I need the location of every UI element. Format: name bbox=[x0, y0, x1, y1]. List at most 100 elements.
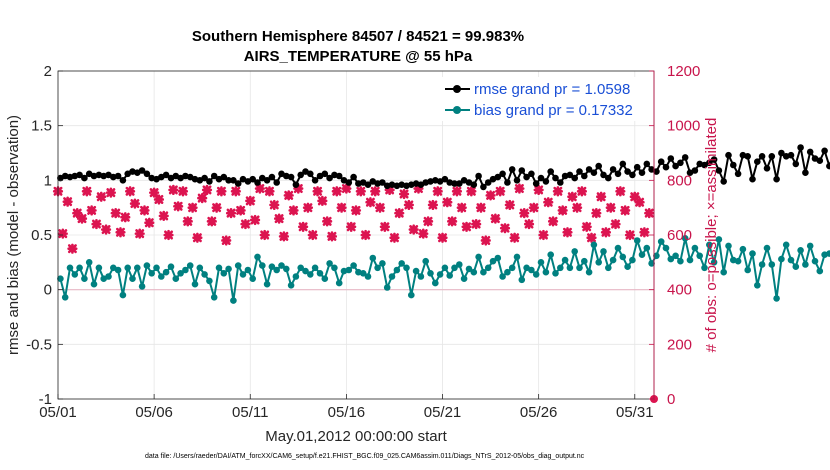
rmse-point bbox=[138, 167, 146, 174]
obs-assimilated-point bbox=[192, 232, 203, 243]
rmse-point bbox=[585, 166, 593, 173]
y-tick-label: 1.5 bbox=[31, 118, 52, 135]
obs-assimilated-point bbox=[283, 190, 294, 201]
obs-assimilated-point bbox=[57, 228, 68, 239]
rmse-point bbox=[706, 159, 713, 167]
obs-assimilated-point bbox=[302, 202, 314, 213]
obs-assimilated-point bbox=[581, 221, 592, 232]
rmse-point bbox=[201, 174, 208, 182]
bias-point bbox=[307, 271, 314, 278]
obs-assimilated-point bbox=[245, 195, 256, 206]
bias-point bbox=[480, 268, 487, 276]
obs-assimilated-point bbox=[115, 227, 126, 238]
bias-point bbox=[379, 260, 386, 267]
obs-assimilated-point bbox=[331, 186, 342, 197]
rmse-point bbox=[321, 170, 329, 178]
bias-point bbox=[408, 291, 415, 299]
bias-point bbox=[816, 267, 824, 275]
rmse-point bbox=[638, 169, 646, 176]
bias-point bbox=[715, 236, 723, 243]
rmse-point bbox=[537, 174, 545, 182]
rmse-point bbox=[119, 177, 127, 184]
rmse-point bbox=[499, 170, 506, 178]
rmse-point bbox=[518, 167, 526, 174]
bias-point bbox=[508, 264, 516, 272]
legend-bias-label: bias grand pr = 0.17332 bbox=[474, 102, 633, 119]
rmse-point bbox=[552, 174, 559, 182]
bias-point bbox=[182, 266, 189, 274]
chart-subtitle: AIRS_TEMPERATURE @ 55 hPa bbox=[244, 48, 473, 65]
bias-point bbox=[287, 282, 295, 289]
obs-assimilated-point bbox=[230, 186, 241, 197]
y-axis-right: 0 200 400 600 800 1000 1200 bbox=[649, 63, 700, 408]
obs-assimilated-point bbox=[620, 205, 631, 216]
obs-assimilated-point bbox=[456, 202, 467, 213]
rmse-point bbox=[81, 174, 88, 182]
obs-assimilated-point bbox=[629, 191, 640, 202]
rmse-point bbox=[249, 175, 256, 183]
y-right-tick-label: 400 bbox=[667, 282, 692, 299]
obs-assimilated-point bbox=[120, 212, 131, 223]
bias-point bbox=[528, 266, 535, 274]
obs-assimilated-point bbox=[538, 229, 549, 241]
bias-point bbox=[629, 256, 636, 264]
obs-assimilated-point bbox=[624, 229, 636, 241]
rmse-point bbox=[297, 171, 305, 179]
bias-point bbox=[95, 264, 103, 272]
obs-assimilated-point bbox=[67, 243, 78, 254]
bias-point bbox=[398, 260, 406, 267]
bias-point bbox=[782, 241, 790, 249]
bias-point bbox=[234, 262, 242, 269]
obs-assimilated-point bbox=[610, 218, 621, 230]
x-tick-label: 05/06 bbox=[135, 404, 173, 421]
obs-assimilated-point bbox=[605, 202, 616, 213]
obs-assimilated-point bbox=[221, 235, 232, 246]
obs-assimilated-point bbox=[326, 231, 338, 242]
bias-point bbox=[114, 266, 122, 274]
bias-point bbox=[427, 270, 434, 277]
bias-point bbox=[239, 271, 247, 278]
rmse-point bbox=[456, 180, 463, 187]
obs-assimilated-point bbox=[379, 221, 390, 232]
bias-point bbox=[749, 250, 756, 257]
y-axis-left: -1 -0.5 0 0.5 1 1.5 2 bbox=[26, 63, 63, 408]
y-right-tick-label: 1000 bbox=[667, 118, 700, 135]
rmse-point bbox=[619, 160, 627, 168]
bias-point bbox=[667, 255, 675, 263]
obs-assimilated-point bbox=[365, 197, 376, 208]
rmse-point bbox=[600, 171, 607, 179]
bias-point bbox=[359, 270, 367, 277]
obs-assimilated-point bbox=[600, 227, 612, 238]
obs-assimilated-point bbox=[124, 186, 136, 197]
rmse-point bbox=[528, 170, 535, 178]
bias-point bbox=[484, 264, 492, 272]
bias-point bbox=[677, 257, 684, 265]
bias-point bbox=[321, 275, 329, 283]
rmse-point bbox=[624, 168, 631, 175]
x-tick-label: 05/01 bbox=[39, 404, 77, 421]
bias-point bbox=[412, 267, 420, 275]
obs-assimilated-point bbox=[461, 221, 472, 232]
obs-assimilated-point bbox=[557, 205, 568, 216]
rmse-point bbox=[441, 175, 449, 183]
x-axis: 05/01 05/06 05/11 05/16 05/21 05/26 05/31 bbox=[39, 394, 654, 421]
obs-assimilated-point bbox=[249, 214, 261, 226]
rmse-point bbox=[311, 177, 319, 184]
bias-point bbox=[513, 253, 521, 261]
x-axis-label: May.01,2012 00:00:00 start bbox=[265, 428, 447, 445]
bias-point bbox=[451, 264, 458, 272]
bias-point bbox=[369, 254, 377, 262]
x-tick-label: 05/16 bbox=[328, 404, 366, 421]
bias-point bbox=[561, 256, 569, 264]
rmse-point bbox=[263, 177, 271, 184]
rmse-point bbox=[754, 158, 761, 165]
y-right-tick-label: 0 bbox=[667, 391, 675, 408]
bias-point bbox=[787, 256, 795, 264]
bias-point bbox=[456, 261, 463, 268]
bias-point bbox=[273, 266, 281, 274]
bias-point bbox=[316, 270, 324, 277]
bias-point bbox=[672, 252, 679, 260]
obs-assimilated-point bbox=[495, 186, 506, 197]
obs-assimilated-point bbox=[288, 205, 299, 216]
obs-assimilated-point bbox=[408, 224, 419, 235]
